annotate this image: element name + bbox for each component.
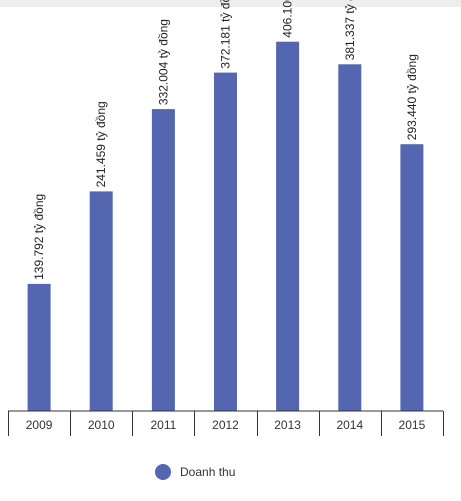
x-tick-label-2013: 2013 — [274, 418, 301, 432]
legend-marker — [155, 464, 171, 480]
x-tick-label-2012: 2012 — [212, 418, 239, 432]
bar-2009 — [27, 283, 51, 411]
x-ticks-layer — [8, 411, 444, 436]
legend: Doanh thu — [155, 463, 235, 481]
bar-2011 — [151, 109, 175, 411]
x-tick-label-2010: 2010 — [88, 418, 115, 432]
data-label-2011: 332.004 tỷ đồng — [156, 19, 170, 105]
bar-2014 — [338, 64, 362, 412]
x-tick-label-2009: 2009 — [26, 418, 53, 432]
top-strip — [0, 0, 461, 7]
bar-2012 — [214, 72, 237, 411]
legend-label: Doanh thu — [180, 465, 236, 479]
data-label-2015: 293.440 tỷ đồng — [405, 54, 419, 140]
bar-2013 — [276, 41, 300, 411]
x-tick-label-2011: 2011 — [150, 418, 176, 432]
x-tick-label-2014: 2014 — [336, 418, 363, 432]
data-labels-layer: 139.792 tỷ đồng 241.459 tỷ đồng 332.004 tỷ… — [32, 0, 419, 280]
data-label-2010: 241.459 tỷ đồng — [94, 101, 108, 187]
x-tick-label-2015: 2015 — [399, 418, 426, 432]
data-label-2014: 381.337 tỷ đồng — [343, 0, 357, 60]
x-tick-labels-layer: 2009 2010 2011 2012 2013 2014 2015 — [26, 418, 426, 432]
data-label-2013: 406.106 tỷ đồng — [281, 0, 295, 38]
data-label-2009: 139.792 tỷ đồng — [32, 194, 46, 280]
data-label-2012: 372.181 tỷ đồng — [219, 0, 233, 69]
bar-2015 — [400, 144, 424, 411]
bars-layer — [27, 41, 424, 412]
bar-2010 — [89, 191, 113, 411]
